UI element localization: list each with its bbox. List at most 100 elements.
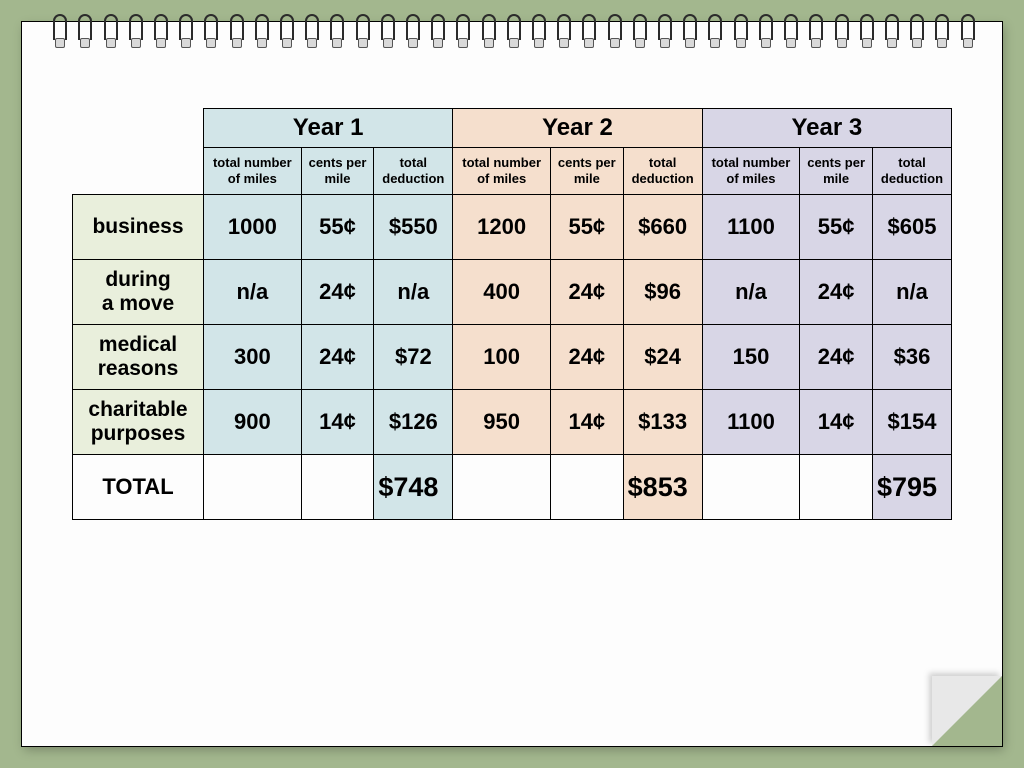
blank-corner <box>73 109 204 148</box>
move-y1-ded: n/a <box>374 260 453 325</box>
row-medical: medicalreasons 300 24¢ $72 100 24¢ $24 1… <box>73 325 952 390</box>
notepad-page: Year 1 Year 2 Year 3 total numberof mile… <box>22 22 1002 746</box>
sub-y3-ded: totaldeduction <box>872 148 951 195</box>
spiral-ring-icon <box>706 16 720 46</box>
total-y3: $795 <box>872 455 951 520</box>
charity-y2-ded: $133 <box>623 390 702 455</box>
charity-y1-ded: $126 <box>374 390 453 455</box>
spiral-ring-icon <box>807 16 821 46</box>
spiral-binding <box>22 16 1002 56</box>
charity-y3-miles: 1100 <box>702 390 800 455</box>
charity-y3-ded: $154 <box>872 390 951 455</box>
medical-y2-rate: 24¢ <box>550 325 623 390</box>
spiral-ring-icon <box>379 16 393 46</box>
spiral-ring-icon <box>51 16 65 46</box>
spiral-ring-icon <box>152 16 166 46</box>
medical-y3-rate: 24¢ <box>800 325 873 390</box>
deduction-table: Year 1 Year 2 Year 3 total numberof mile… <box>72 108 952 520</box>
spiral-ring-icon <box>177 16 191 46</box>
spiral-ring-icon <box>228 16 242 46</box>
blank-sub <box>73 148 204 195</box>
move-y2-rate: 24¢ <box>550 260 623 325</box>
header-row-sub: total numberof miles cents permile total… <box>73 148 952 195</box>
medical-y1-miles: 300 <box>204 325 302 390</box>
move-y1-rate: 24¢ <box>301 260 374 325</box>
move-y1-miles: n/a <box>204 260 302 325</box>
spiral-ring-icon <box>454 16 468 46</box>
spiral-ring-icon <box>354 16 368 46</box>
spiral-ring-icon <box>480 16 494 46</box>
spiral-ring-icon <box>328 16 342 46</box>
medical-y2-miles: 100 <box>453 325 551 390</box>
charity-y2-rate: 14¢ <box>550 390 623 455</box>
header-year1: Year 1 <box>204 109 453 148</box>
spiral-ring-icon <box>102 16 116 46</box>
spiral-ring-icon <box>580 16 594 46</box>
row-business: business 1000 55¢ $550 1200 55¢ $660 110… <box>73 195 952 260</box>
spiral-ring-icon <box>530 16 544 46</box>
business-y1-ded: $550 <box>374 195 453 260</box>
medical-y1-rate: 24¢ <box>301 325 374 390</box>
sub-y3-rate: cents permile <box>800 148 873 195</box>
business-y2-miles: 1200 <box>453 195 551 260</box>
label-business: business <box>73 195 204 260</box>
spiral-ring-icon <box>555 16 569 46</box>
row-total: TOTAL $748 $853 $795 <box>73 455 952 520</box>
charity-y3-rate: 14¢ <box>800 390 873 455</box>
label-total: TOTAL <box>73 455 204 520</box>
spiral-ring-icon <box>732 16 746 46</box>
spiral-ring-icon <box>127 16 141 46</box>
spiral-ring-icon <box>303 16 317 46</box>
page-corner-fold-icon <box>932 676 1002 746</box>
spiral-ring-icon <box>908 16 922 46</box>
sub-y2-miles: total numberof miles <box>453 148 551 195</box>
total-y1: $748 <box>374 455 453 520</box>
total-y2: $853 <box>623 455 702 520</box>
move-y2-ded: $96 <box>623 260 702 325</box>
move-y2-miles: 400 <box>453 260 551 325</box>
sub-y1-miles: total numberof miles <box>204 148 302 195</box>
sub-y1-ded: totaldeduction <box>374 148 453 195</box>
business-y2-rate: 55¢ <box>550 195 623 260</box>
deduction-table-wrap: Year 1 Year 2 Year 3 total numberof mile… <box>72 108 952 520</box>
label-move: duringa move <box>73 260 204 325</box>
charity-y1-miles: 900 <box>204 390 302 455</box>
spiral-ring-icon <box>505 16 519 46</box>
total-y3-blank2 <box>800 455 873 520</box>
header-year2: Year 2 <box>453 109 702 148</box>
spiral-ring-icon <box>631 16 645 46</box>
business-y2-ded: $660 <box>623 195 702 260</box>
spiral-ring-icon <box>253 16 267 46</box>
spiral-ring-icon <box>782 16 796 46</box>
spiral-ring-icon <box>959 16 973 46</box>
medical-y3-miles: 150 <box>702 325 800 390</box>
spiral-ring-icon <box>76 16 90 46</box>
business-y3-rate: 55¢ <box>800 195 873 260</box>
label-charity: charitablepurposes <box>73 390 204 455</box>
business-y1-miles: 1000 <box>204 195 302 260</box>
spiral-ring-icon <box>278 16 292 46</box>
sub-y3-miles: total numberof miles <box>702 148 800 195</box>
total-y2-blank1 <box>453 455 551 520</box>
spiral-ring-icon <box>429 16 443 46</box>
total-y1-blank1 <box>204 455 302 520</box>
total-y3-blank1 <box>702 455 800 520</box>
spiral-ring-icon <box>858 16 872 46</box>
sub-y2-rate: cents permile <box>550 148 623 195</box>
spiral-ring-icon <box>656 16 670 46</box>
spiral-ring-icon <box>757 16 771 46</box>
header-row-years: Year 1 Year 2 Year 3 <box>73 109 952 148</box>
spiral-ring-icon <box>202 16 216 46</box>
sub-y2-ded: totaldeduction <box>623 148 702 195</box>
move-y3-miles: n/a <box>702 260 800 325</box>
medical-y2-ded: $24 <box>623 325 702 390</box>
spiral-ring-icon <box>681 16 695 46</box>
spiral-ring-icon <box>883 16 897 46</box>
business-y3-miles: 1100 <box>702 195 800 260</box>
charity-y1-rate: 14¢ <box>301 390 374 455</box>
label-medical: medicalreasons <box>73 325 204 390</box>
charity-y2-miles: 950 <box>453 390 551 455</box>
spiral-ring-icon <box>606 16 620 46</box>
row-charity: charitablepurposes 900 14¢ $126 950 14¢ … <box>73 390 952 455</box>
move-y3-ded: n/a <box>872 260 951 325</box>
